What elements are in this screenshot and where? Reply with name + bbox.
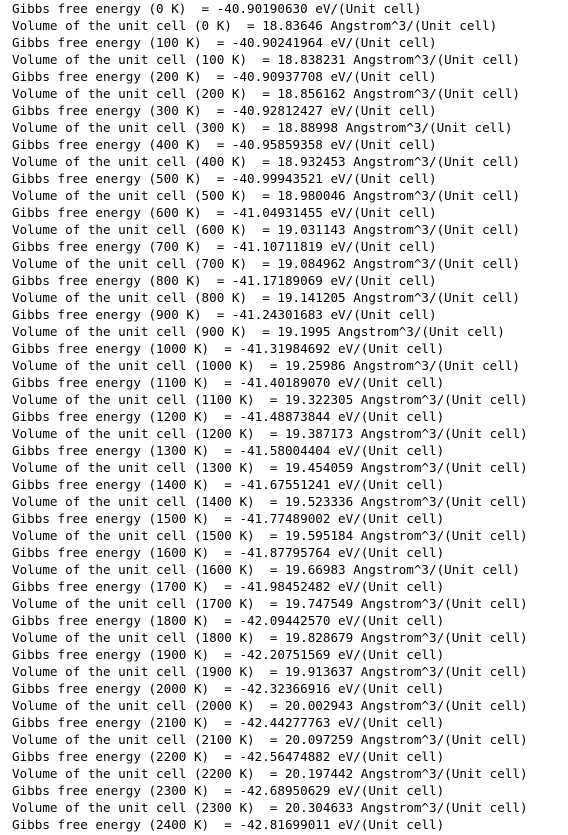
output-line: Gibbs free energy (1400 K) = -41.6755124… xyxy=(12,477,445,492)
output-line: Volume of the unit cell (1000 K) = 19.25… xyxy=(12,358,520,373)
output-line: Gibbs free energy (500 K) = -40.99943521… xyxy=(12,171,437,186)
output-line: Gibbs free energy (800 K) = -41.17189069… xyxy=(12,273,437,288)
output-line: Volume of the unit cell (1500 K) = 19.59… xyxy=(12,528,528,543)
output-line: Gibbs free energy (1000 K) = -41.3198469… xyxy=(12,341,445,356)
output-line: Gibbs free energy (1700 K) = -41.9845248… xyxy=(12,579,445,594)
output-line: Volume of the unit cell (700 K) = 19.084… xyxy=(12,256,520,271)
output-line: Gibbs free energy (2300 K) = -42.6895062… xyxy=(12,783,445,798)
output-line: Volume of the unit cell (1100 K) = 19.32… xyxy=(12,392,528,407)
output-line: Volume of the unit cell (800 K) = 19.141… xyxy=(12,290,520,305)
output-line: Gibbs free energy (400 K) = -40.95859358… xyxy=(12,137,437,152)
output-line: Gibbs free energy (200 K) = -40.90937708… xyxy=(12,69,437,84)
output-line: Volume of the unit cell (100 K) = 18.838… xyxy=(12,52,520,67)
output-line: Gibbs free energy (100 K) = -40.90241964… xyxy=(12,35,437,50)
output-line: Volume of the unit cell (2200 K) = 20.19… xyxy=(12,766,528,781)
output-line: Gibbs free energy (2100 K) = -42.4427776… xyxy=(12,715,445,730)
output-line: Volume of the unit cell (1200 K) = 19.38… xyxy=(12,426,528,441)
output-line: Volume of the unit cell (500 K) = 18.980… xyxy=(12,188,520,203)
output-line: Gibbs free energy (300 K) = -40.92812427… xyxy=(12,103,437,118)
output-line: Volume of the unit cell (1800 K) = 19.82… xyxy=(12,630,528,645)
output-line: Gibbs free energy (2200 K) = -42.5647488… xyxy=(12,749,445,764)
output-line: Volume of the unit cell (2000 K) = 20.00… xyxy=(12,698,528,713)
output-line: Gibbs free energy (1800 K) = -42.0944257… xyxy=(12,613,445,628)
output-line: Gibbs free energy (1200 K) = -41.4887384… xyxy=(12,409,445,424)
output-line: Gibbs free energy (900 K) = -41.24301683… xyxy=(12,307,437,322)
output-line: Volume of the unit cell (600 K) = 19.031… xyxy=(12,222,520,237)
output-line: Volume of the unit cell (1600 K) = 19.66… xyxy=(12,562,520,577)
output-line: Volume of the unit cell (400 K) = 18.932… xyxy=(12,154,520,169)
output-line: Volume of the unit cell (1700 K) = 19.74… xyxy=(12,596,528,611)
output-line: Gibbs free energy (1300 K) = -41.5800440… xyxy=(12,443,445,458)
output-line: Volume of the unit cell (1900 K) = 19.91… xyxy=(12,664,528,679)
output-line: Gibbs free energy (2400 K) = -42.8169901… xyxy=(12,817,445,832)
output-line: Volume of the unit cell (900 K) = 19.199… xyxy=(12,324,505,339)
output-line: Gibbs free energy (600 K) = -41.04931455… xyxy=(12,205,437,220)
output-line: Gibbs free energy (1100 K) = -41.4018907… xyxy=(12,375,445,390)
output-line: Volume of the unit cell (2300 K) = 20.30… xyxy=(12,800,528,815)
output-line: Gibbs free energy (1900 K) = -42.2075156… xyxy=(12,647,445,662)
output-line: Volume of the unit cell (300 K) = 18.889… xyxy=(12,120,513,135)
output-line: Volume of the unit cell (0 K) = 18.83646… xyxy=(12,18,498,33)
output-line: Volume of the unit cell (200 K) = 18.856… xyxy=(12,86,520,101)
output-line: Gibbs free energy (700 K) = -41.10711819… xyxy=(12,239,437,254)
text-output: Gibbs free energy (0 K) = -40.90190630 e… xyxy=(12,0,564,833)
output-line: Gibbs free energy (2000 K) = -42.3236691… xyxy=(12,681,445,696)
output-line: Volume of the unit cell (1400 K) = 19.52… xyxy=(12,494,528,509)
output-line: Gibbs free energy (1500 K) = -41.7748900… xyxy=(12,511,445,526)
output-line: Volume of the unit cell (1300 K) = 19.45… xyxy=(12,460,528,475)
output-line: Gibbs free energy (0 K) = -40.90190630 e… xyxy=(12,1,422,16)
output-line: Gibbs free energy (1600 K) = -41.8779576… xyxy=(12,545,445,560)
output-line: Volume of the unit cell (2100 K) = 20.09… xyxy=(12,732,528,747)
